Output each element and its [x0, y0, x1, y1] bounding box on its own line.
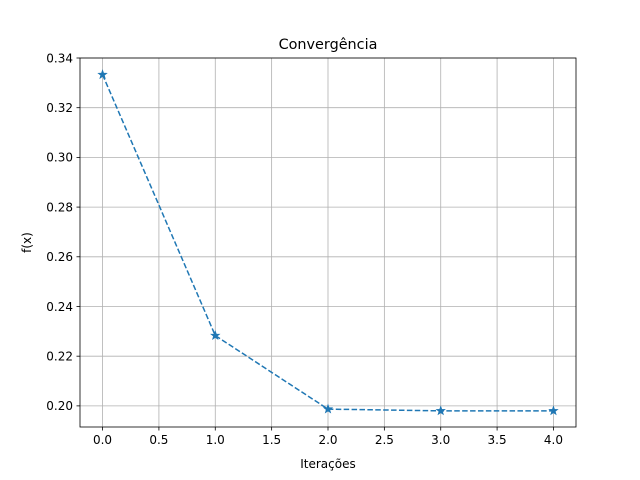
x-tick-label: 0.5 [149, 433, 168, 447]
y-tick-label: 0.26 [46, 250, 73, 264]
y-tick-label: 0.22 [46, 349, 73, 363]
data-point-marker [435, 405, 446, 416]
chart-title: Convergência [279, 37, 378, 53]
y-tick-label: 0.32 [46, 101, 73, 115]
data-point-marker [97, 69, 108, 80]
x-axis-label: Iterações [300, 457, 356, 471]
x-tick-label: 2.5 [375, 433, 394, 447]
series-layer [97, 69, 559, 416]
x-axis: 0.0 0.5 1.0 1.5 2.0 2.5 3.0 3.5 4.0 [93, 427, 563, 447]
data-point-marker [322, 403, 334, 414]
y-tick-label: 0.30 [46, 151, 73, 165]
x-tick-label: 3.0 [431, 433, 450, 447]
data-point-marker [548, 405, 559, 416]
x-tick-label: 0.0 [93, 433, 112, 447]
x-tick-label: 3.5 [488, 433, 507, 447]
x-tick-label: 1.5 [262, 433, 281, 447]
y-axis-label: f(x) [20, 232, 34, 253]
x-tick-label: 2.0 [318, 433, 337, 447]
x-tick-label: 4.0 [544, 433, 563, 447]
y-axis: 0.20 0.22 0.24 0.26 0.28 0.30 0.32 0.34 [46, 51, 80, 413]
y-tick-label: 0.34 [46, 51, 73, 65]
data-point-marker [210, 330, 221, 340]
y-tick-label: 0.20 [46, 399, 73, 413]
x-tick-label: 1.0 [206, 433, 225, 447]
y-tick-label: 0.24 [46, 300, 73, 314]
y-tick-label: 0.28 [46, 200, 73, 214]
